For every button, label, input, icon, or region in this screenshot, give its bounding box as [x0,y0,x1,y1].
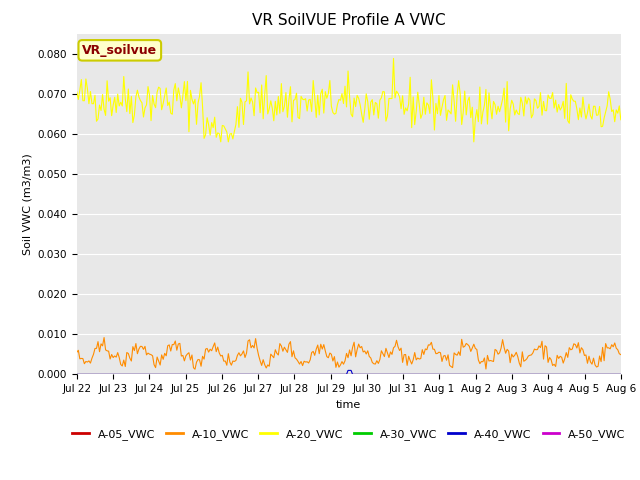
Title: VR SoilVUE Profile A VWC: VR SoilVUE Profile A VWC [252,13,445,28]
Text: VR_soilvue: VR_soilvue [82,44,157,57]
Legend: A-05_VWC, A-10_VWC, A-20_VWC, A-30_VWC, A-40_VWC, A-50_VWC: A-05_VWC, A-10_VWC, A-20_VWC, A-30_VWC, … [68,424,630,444]
X-axis label: time: time [336,400,362,409]
Line: A-10_VWC: A-10_VWC [77,337,621,369]
Y-axis label: Soil VWC (m3/m3): Soil VWC (m3/m3) [22,153,32,255]
Line: A-20_VWC: A-20_VWC [77,59,621,142]
Line: A-40_VWC: A-40_VWC [77,371,621,374]
